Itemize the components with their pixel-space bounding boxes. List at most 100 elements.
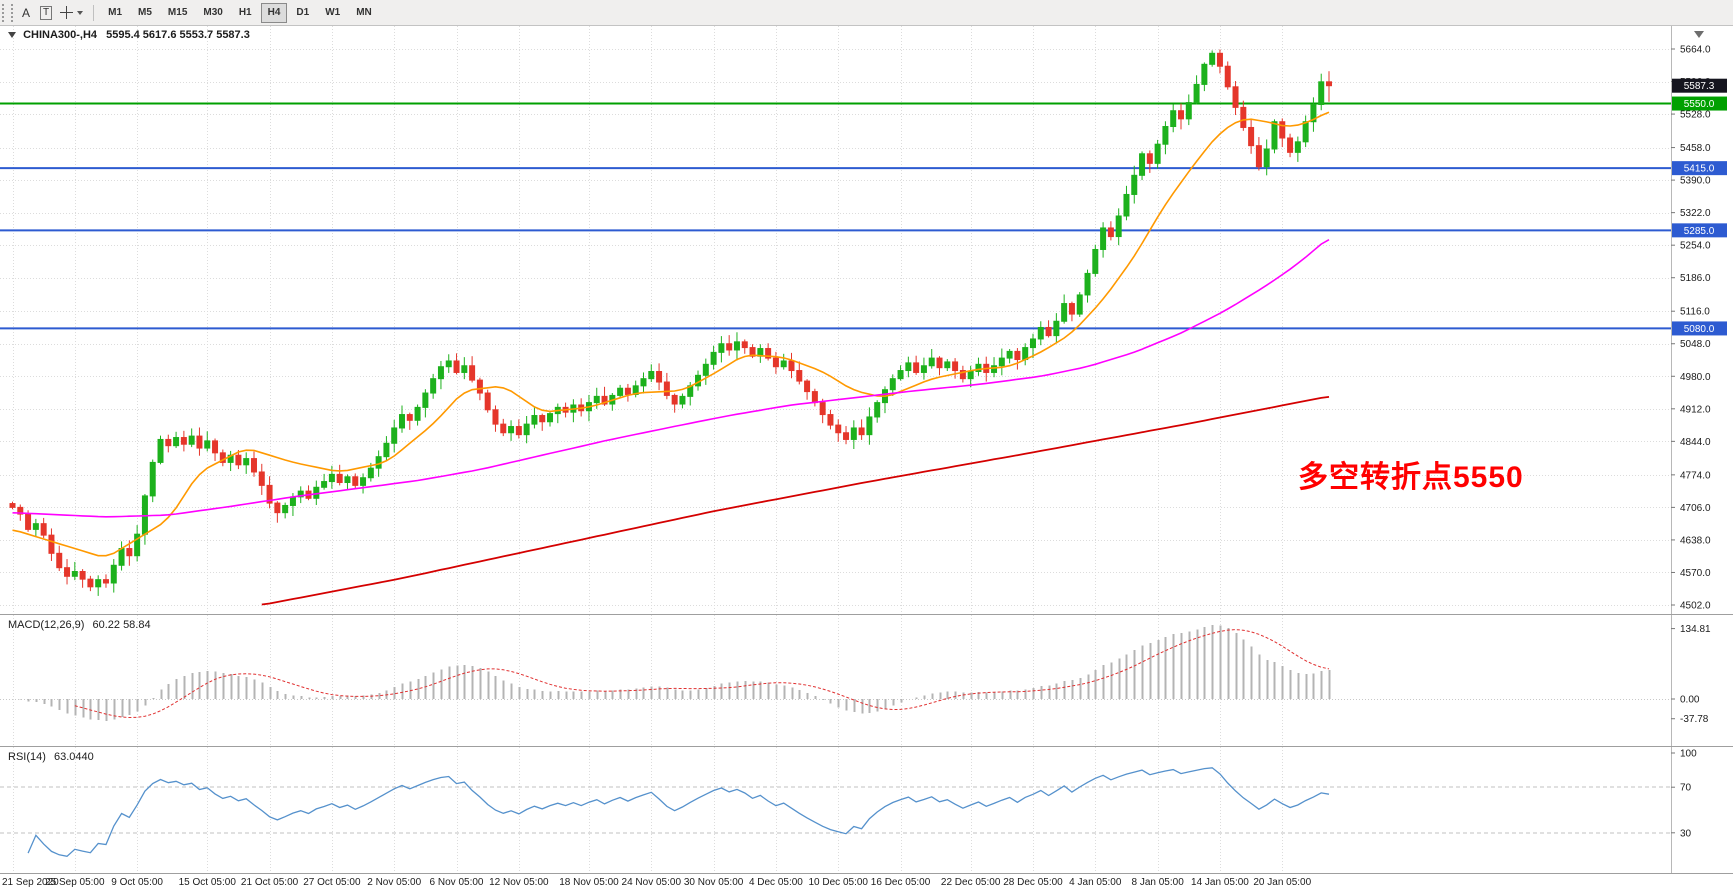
svg-text:5322.0: 5322.0 xyxy=(1680,208,1711,219)
svg-text:5186.0: 5186.0 xyxy=(1680,273,1711,284)
grid xyxy=(0,615,1671,746)
time-label: 16 Dec 05:00 xyxy=(870,877,931,888)
svg-text:5587.3: 5587.3 xyxy=(1684,81,1715,92)
timeframe-button-d1[interactable]: D1 xyxy=(289,3,316,23)
time-axis[interactable]: 21 Sep 2020 25 Sep 05:00 9 Oct 05:00 15 Oct… xyxy=(0,874,1733,894)
crosshair-icon xyxy=(60,6,74,19)
price-scale[interactable] xyxy=(1671,26,1733,873)
macd-indicator-label: MACD(12,26,9) 60.22 58.84 xyxy=(8,619,151,631)
rsi-canvas[interactable]: 100 70 30 xyxy=(0,747,1733,873)
timeframe-button-m15[interactable]: M15 xyxy=(161,3,194,23)
chart-ohlc-values: 5595.4 5617.6 5553.7 5587.3 xyxy=(106,29,250,41)
grid xyxy=(0,26,1671,614)
rsi-value: 63.0440 xyxy=(53,751,94,763)
panel-splitter xyxy=(0,873,1733,874)
macd-canvas[interactable]: 134.81 0.00 -37.78 xyxy=(0,615,1733,746)
macd-histogram xyxy=(19,625,1331,721)
svg-text:4706.0: 4706.0 xyxy=(1680,503,1711,514)
chart-title: CHINA300-,H4 5595.4 5617.6 5553.7 5587.3 xyxy=(8,29,250,41)
timeframe-button-m5[interactable]: M5 xyxy=(131,3,159,23)
svg-text:4844.0: 4844.0 xyxy=(1680,437,1711,448)
time-label: 9 Oct 05:00 xyxy=(111,877,163,888)
time-label: 27 Oct 05:00 xyxy=(303,877,361,888)
time-label: 28 Dec 05:00 xyxy=(1003,877,1063,888)
rsi-axis: 100 70 30 xyxy=(1671,747,1697,873)
time-label: 21 Oct 05:00 xyxy=(240,877,299,888)
svg-text:5664.0: 5664.0 xyxy=(1680,45,1711,56)
timeframe-button-m30[interactable]: M30 xyxy=(196,3,229,23)
svg-text:5254.0: 5254.0 xyxy=(1680,241,1711,252)
svg-text:5415.0: 5415.0 xyxy=(1684,164,1715,175)
svg-text:4980.0: 4980.0 xyxy=(1680,372,1711,383)
ma-mid-magenta xyxy=(12,239,1330,518)
svg-text:5390.0: 5390.0 xyxy=(1680,176,1711,187)
rsi-indicator-label: RSI(14) 63.0440 xyxy=(8,751,94,763)
svg-text:5080.0: 5080.0 xyxy=(1684,324,1715,335)
svg-text:134.81: 134.81 xyxy=(1680,624,1711,635)
time-label: 2 Nov 05:00 xyxy=(367,877,422,888)
time-label: 10 Dec 05:00 xyxy=(808,877,868,888)
macd-values: 60.22 58.84 xyxy=(92,619,151,631)
time-label: 30 Nov 05:00 xyxy=(683,877,744,888)
chart-symbol-period: CHINA300-,H4 xyxy=(23,29,98,41)
timeframe-button-w1[interactable]: W1 xyxy=(318,3,347,23)
svg-text:4570.0: 4570.0 xyxy=(1680,568,1711,579)
main-chart-canvas[interactable]: 5664.05596.05528.05458.05390.05322.05254… xyxy=(0,26,1733,614)
time-label: 15 Oct 05:00 xyxy=(178,877,236,888)
toolbar-separator xyxy=(93,4,95,21)
toolbar: A T M1 M5 M15 M30 H1 H4 D1 W1 MN xyxy=(0,0,1733,26)
time-label: 4 Jan 05:00 xyxy=(1069,877,1122,888)
time-label: 20 Jan 05:00 xyxy=(1253,877,1312,888)
main-chart-panel: 5664.05596.05528.05458.05390.05322.05254… xyxy=(0,26,1733,614)
time-label: 12 Nov 05:00 xyxy=(489,877,549,888)
timeframe-button-h1[interactable]: H1 xyxy=(232,3,259,23)
macd-panel: 134.81 0.00 -37.78 xyxy=(0,615,1733,746)
time-label: 25 Sep 05:00 xyxy=(45,877,105,888)
candlestick-series xyxy=(9,49,1333,596)
grid xyxy=(0,747,1671,873)
svg-text:5550.0: 5550.0 xyxy=(1684,99,1715,110)
time-label: 22 Dec 05:00 xyxy=(940,877,1001,888)
chart-shift-marker-icon xyxy=(1694,31,1704,38)
svg-text:5116.0: 5116.0 xyxy=(1680,307,1710,318)
svg-text:5285.0: 5285.0 xyxy=(1684,226,1715,237)
macd-signal-line xyxy=(74,629,1330,719)
macd-name: MACD(12,26,9) xyxy=(8,619,85,631)
panel-splitter[interactable] xyxy=(0,614,1733,615)
svg-text:30: 30 xyxy=(1680,828,1692,839)
ma-slow-red xyxy=(261,396,1330,606)
text-label-tool-button[interactable]: A xyxy=(16,3,36,23)
svg-text:5458.0: 5458.0 xyxy=(1680,143,1711,154)
svg-text:70: 70 xyxy=(1680,783,1692,794)
chevron-down-icon[interactable] xyxy=(77,10,84,15)
svg-text:4774.0: 4774.0 xyxy=(1680,470,1711,481)
panel-splitter[interactable] xyxy=(0,746,1733,747)
svg-text:0.00: 0.00 xyxy=(1680,695,1700,706)
chart-symbol-marker-icon xyxy=(8,32,16,38)
toolbar-drag-handle[interactable] xyxy=(2,3,13,22)
rsi-line xyxy=(27,767,1330,857)
time-label: 4 Dec 05:00 xyxy=(748,877,803,888)
time-label: 8 Jan 05:00 xyxy=(1131,877,1184,888)
time-label: 24 Nov 05:00 xyxy=(621,877,682,888)
timeframe-button-h4[interactable]: H4 xyxy=(260,2,288,23)
letter-t-icon: T xyxy=(40,5,53,20)
timeframe-button-mn[interactable]: MN xyxy=(349,3,379,23)
timeframe-group: M1 M5 M15 M30 H1 H4 D1 W1 MN xyxy=(100,2,380,23)
letter-a-icon: A xyxy=(21,5,30,20)
svg-text:5048.0: 5048.0 xyxy=(1680,339,1711,350)
rsi-name: RSI(14) xyxy=(8,751,46,763)
chart-annotation: 多空转折点5550 xyxy=(1298,461,1524,494)
crosshair-tool-button[interactable] xyxy=(56,3,77,23)
svg-text:4502.0: 4502.0 xyxy=(1680,601,1711,612)
timeframe-button-m1[interactable]: M1 xyxy=(101,3,129,23)
ma-fast-orange xyxy=(12,111,1330,557)
svg-text:4638.0: 4638.0 xyxy=(1680,535,1711,546)
time-label: 21 Sep 2020 xyxy=(2,877,59,888)
level-lines xyxy=(0,102,1671,330)
macd-axis: 134.81 0.00 -37.78 xyxy=(1671,615,1711,746)
rsi-panel: 100 70 30 xyxy=(0,747,1733,873)
svg-text:-37.78: -37.78 xyxy=(1680,714,1709,725)
text-tool-button[interactable]: T xyxy=(36,3,56,23)
